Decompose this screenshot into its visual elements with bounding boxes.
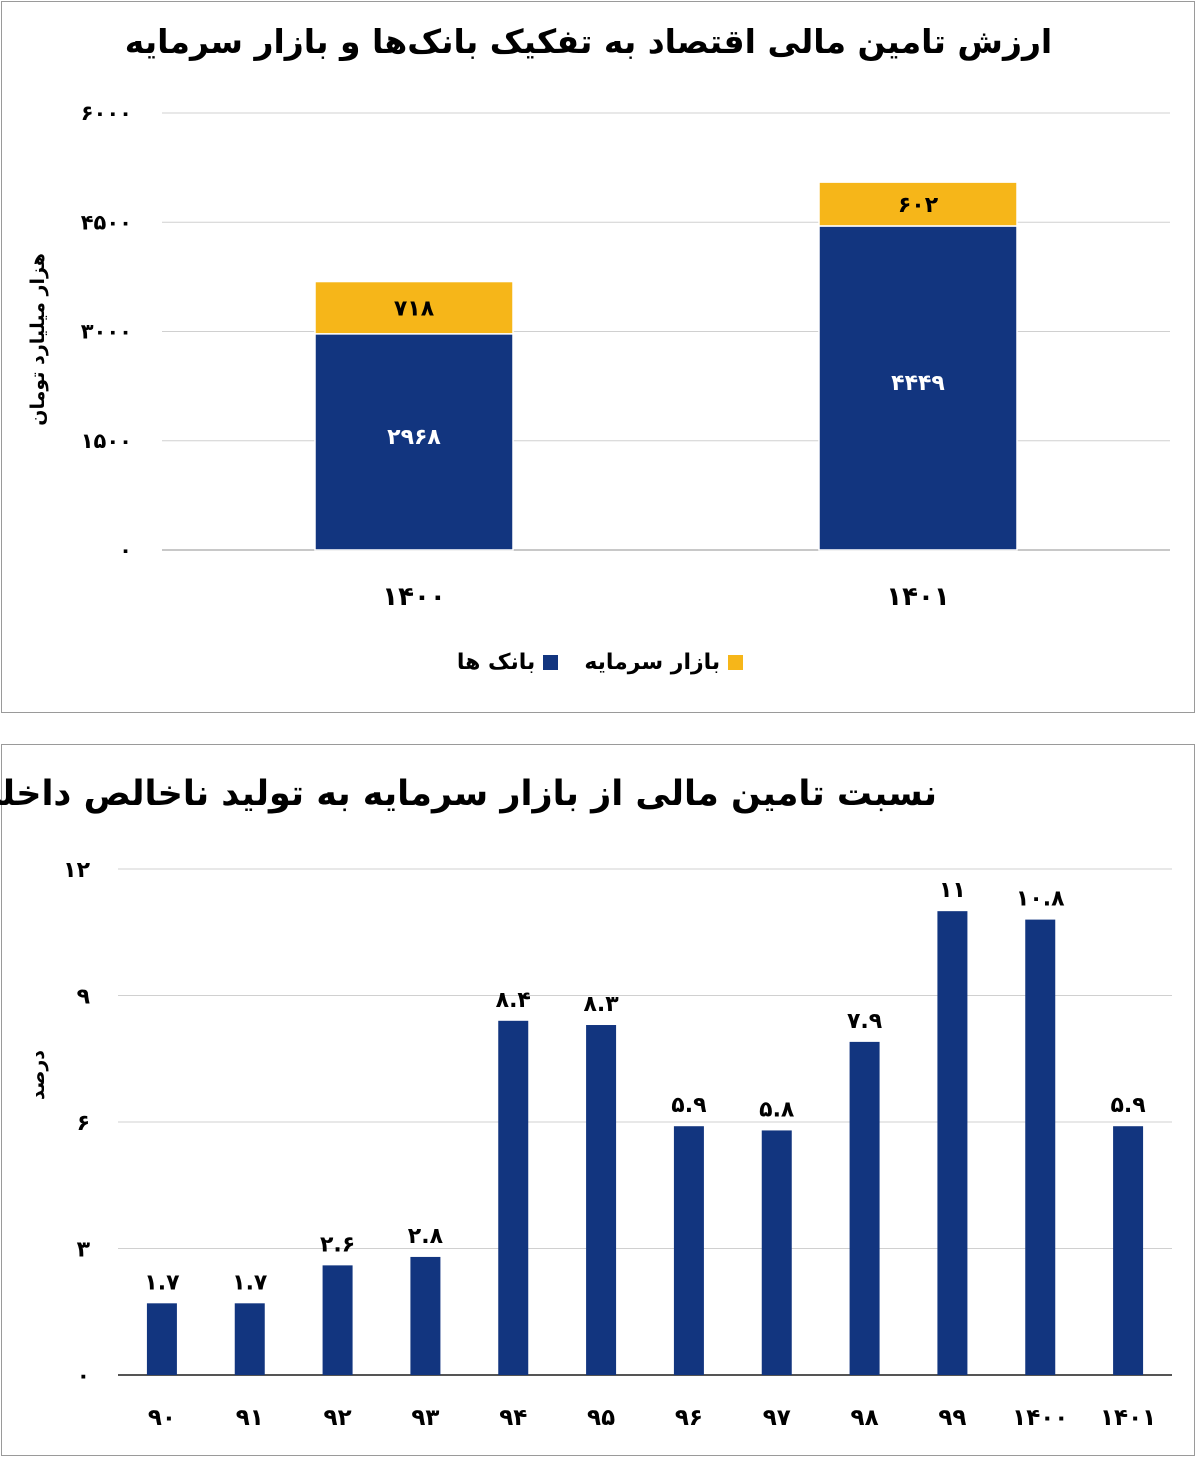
y-tick-label-bottom: ۳ [77, 1238, 91, 1263]
y-tick-label-bottom: ۰ [77, 1364, 90, 1389]
x-tick-label-bottom: ۹۴ [499, 1405, 527, 1431]
data-label-bottom: ۸.۴ [496, 988, 531, 1013]
bar-gdp-ratio [937, 911, 968, 1375]
x-tick-label-top: ۱۴۰۱ [886, 582, 949, 612]
y-tick-label-top: ۳۰۰۰ [81, 320, 132, 344]
bar-gdp-ratio [146, 1303, 177, 1375]
bar-gdp-ratio [849, 1041, 880, 1375]
bar-gdp-ratio [234, 1303, 265, 1375]
data-label-top: ۲۹۶۸ [387, 425, 441, 450]
data-label-bottom: ۷.۹ [847, 1009, 882, 1034]
chart-legend: بازار سرمایه بانک ها [440, 645, 760, 679]
y-tick-label-top: ۴۵۰۰ [81, 210, 132, 234]
bar-gdp-ratio [586, 1025, 617, 1375]
x-tick-label-bottom: ۱۴۰۰ [1012, 1405, 1068, 1431]
data-label-top: ۶۰۲ [898, 193, 939, 218]
x-tick-label-bottom: ۹۰ [148, 1405, 176, 1431]
x-tick-label-bottom: ۹۷ [763, 1405, 791, 1431]
data-label-top: ۷۱۸ [394, 297, 435, 322]
bar-gdp-ratio [498, 1020, 529, 1375]
bar-gdp-ratio [761, 1130, 792, 1375]
y-tick-label-bottom: ۶ [77, 1111, 90, 1136]
legend-swatch-capital-market [728, 654, 744, 670]
x-tick-label-bottom: ۹۱ [236, 1405, 264, 1431]
bar-banks [818, 225, 1018, 551]
data-label-bottom: ۲.۶ [320, 1232, 355, 1257]
x-tick-label-bottom: ۱۴۰۱ [1100, 1405, 1156, 1431]
x-tick-label-bottom: ۹۶ [675, 1405, 703, 1431]
data-label-bottom: ۲.۸ [408, 1224, 444, 1249]
data-label-bottom: ۵.۹ [671, 1093, 706, 1118]
y-tick-label-bottom: ۹ [77, 985, 90, 1010]
x-tick-label-bottom: ۹۳ [411, 1405, 439, 1431]
data-label-bottom: ۸.۳ [583, 992, 619, 1017]
legend-label-capital-market: بازار سرمایه [584, 649, 721, 675]
bar-gdp-ratio [410, 1256, 441, 1375]
data-label-bottom: ۱.۷ [144, 1270, 180, 1295]
chart-title-capital-market-gdp-ratio: نسبت تامین مالی از بازار سرمایه به تولید… [0, 774, 937, 814]
data-label-bottom: ۱۰.۸ [1016, 887, 1065, 912]
bar-gdp-ratio [1025, 919, 1056, 1375]
x-tick-label-bottom: ۹۹ [938, 1405, 966, 1431]
y-tick-label-top: ۶۰۰۰ [81, 101, 132, 125]
legend-swatch-banks [543, 654, 559, 670]
bar-gdp-ratio [322, 1265, 353, 1375]
data-label-bottom: ۱۱ [939, 878, 966, 903]
bar-gdp-ratio [673, 1126, 704, 1375]
data-label-bottom: ۵.۸ [759, 1097, 795, 1122]
x-tick-label-bottom: ۹۲ [324, 1405, 352, 1431]
y-tick-label-top: ۰ [119, 538, 132, 562]
bar-banks [314, 333, 514, 551]
data-label-bottom: ۱.۷ [232, 1270, 268, 1295]
x-tick-label-bottom: ۹۸ [851, 1405, 879, 1431]
legend-label-banks: بانک ها [456, 649, 536, 675]
data-label-bottom: ۵.۹ [1110, 1093, 1145, 1118]
y-tick-label-bottom: ۱۲ [63, 858, 90, 883]
bar-capital-market [314, 280, 514, 335]
data-label-top: ۴۴۴۹ [891, 371, 945, 396]
bar-gdp-ratio [1113, 1126, 1144, 1375]
bar-capital-market [818, 181, 1018, 227]
x-tick-label-top: ۱۴۰۰ [382, 582, 445, 612]
legend-item-banks: بانک ها [456, 649, 559, 675]
y-tick-label-top: ۱۵۰۰ [81, 429, 132, 453]
legend-item-capital-market: بازار سرمایه [584, 649, 744, 675]
chart-title-financing-value: ارزش تامین مالی اقتصاد به تفکیک بانک‌ها … [124, 22, 1053, 61]
x-tick-label-bottom: ۹۵ [587, 1405, 615, 1431]
